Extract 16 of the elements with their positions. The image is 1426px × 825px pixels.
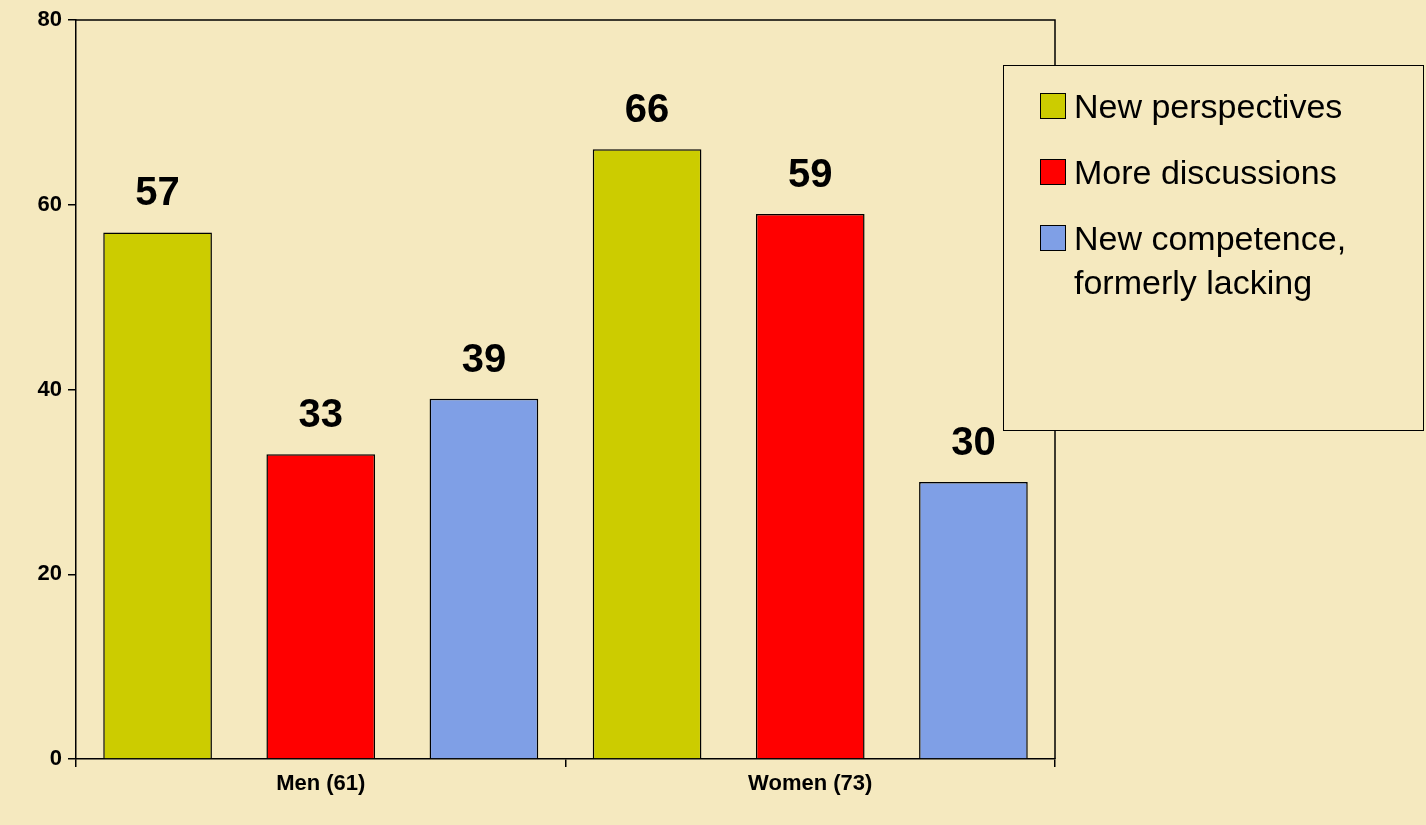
data-label: 30 [951,418,996,463]
y-tick-label: 40 [37,375,62,401]
x-tick-label: Men (61) [276,770,366,796]
data-label: 66 [624,86,670,131]
data-label: 39 [461,335,507,380]
x-tick-label: Women (73) [748,770,873,796]
y-tick-label: 20 [37,560,62,586]
legend-label: New perspectives [1074,86,1344,127]
data-label: 59 [788,151,833,196]
y-tick-label: 60 [37,190,62,216]
legend-label: More discussions [1074,152,1338,193]
y-tick-label: 0 [49,745,62,771]
y-tick-label: 80 [37,6,62,32]
legend-label: New competence, formerly lacking [1074,218,1348,303]
data-label: 33 [298,391,343,436]
data-label: 57 [135,169,180,214]
